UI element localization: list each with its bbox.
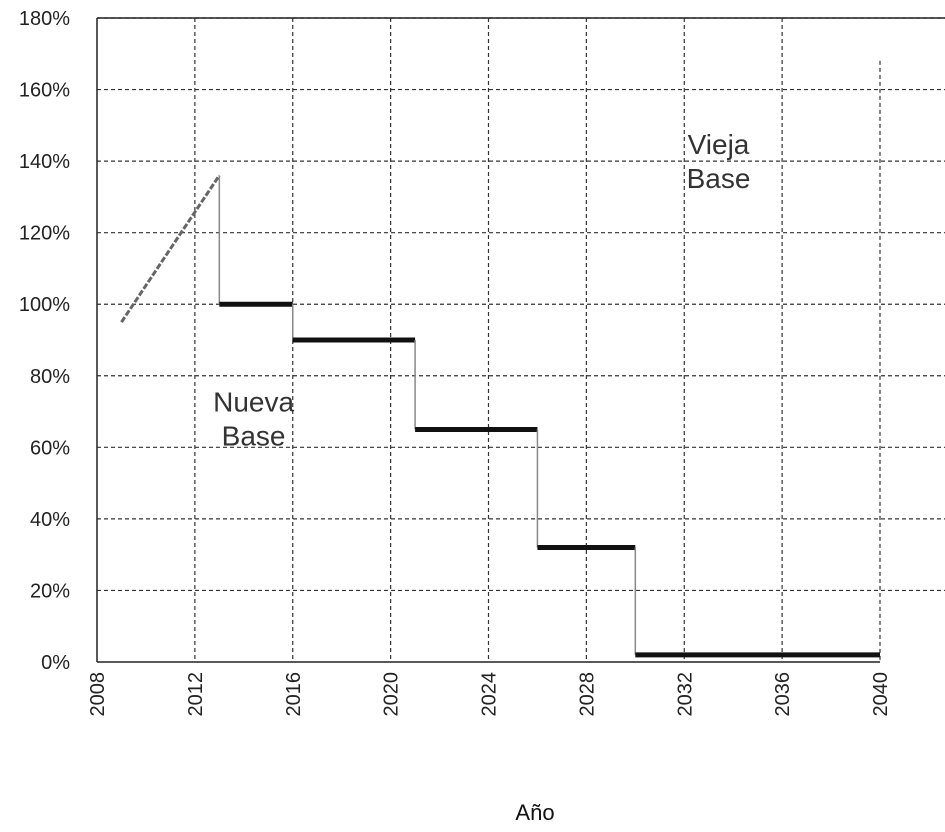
y-tick-label: 120% bbox=[19, 223, 70, 245]
annotation-line: Base bbox=[687, 163, 751, 194]
y-tick-label: 0% bbox=[41, 652, 70, 674]
x-axis-label: Año bbox=[515, 800, 554, 825]
annotation-label: Vieja Base bbox=[687, 129, 751, 194]
y-tick-label: 20% bbox=[30, 580, 70, 602]
series bbox=[120, 174, 880, 658]
annotation-line: Nueva bbox=[213, 387, 294, 418]
y-tick-label: 40% bbox=[30, 509, 70, 531]
x-tick-label: 2032 bbox=[674, 672, 696, 717]
annotation-label: Nueva Base bbox=[213, 387, 294, 452]
y-tick-label: 140% bbox=[19, 151, 70, 173]
x-tick-label: 2036 bbox=[772, 672, 794, 717]
x-tick-label: 2020 bbox=[381, 672, 403, 717]
x-tick-label: 2024 bbox=[479, 672, 501, 717]
y-tick-label: 180% bbox=[19, 8, 70, 30]
grid-lines bbox=[97, 17, 945, 662]
x-tick-label: 2012 bbox=[185, 672, 207, 717]
x-tick-label: 2016 bbox=[283, 672, 305, 717]
x-tick-label: 2040 bbox=[870, 672, 892, 717]
y-tick-label: 100% bbox=[19, 294, 70, 316]
x-tick-label: 2008 bbox=[87, 672, 109, 717]
y-tick-label: 160% bbox=[19, 80, 70, 102]
axes bbox=[96, 17, 945, 663]
y-tick-label: 80% bbox=[30, 366, 70, 388]
annotation-line: Base bbox=[222, 421, 286, 452]
series-ramp-segment bbox=[120, 174, 221, 323]
y-tick-label: 60% bbox=[30, 437, 70, 459]
x-tick-label: 2028 bbox=[576, 672, 598, 717]
y-tick-labels: 0% 20% 40% 60% 80% 100% 120% 140% 160% 180% bbox=[19, 8, 70, 674]
annotation-line: Vieja bbox=[688, 129, 750, 160]
x-tick-labels: 2008 2012 2016 2020 2024 2028 2032 2036 2040 bbox=[87, 672, 892, 717]
